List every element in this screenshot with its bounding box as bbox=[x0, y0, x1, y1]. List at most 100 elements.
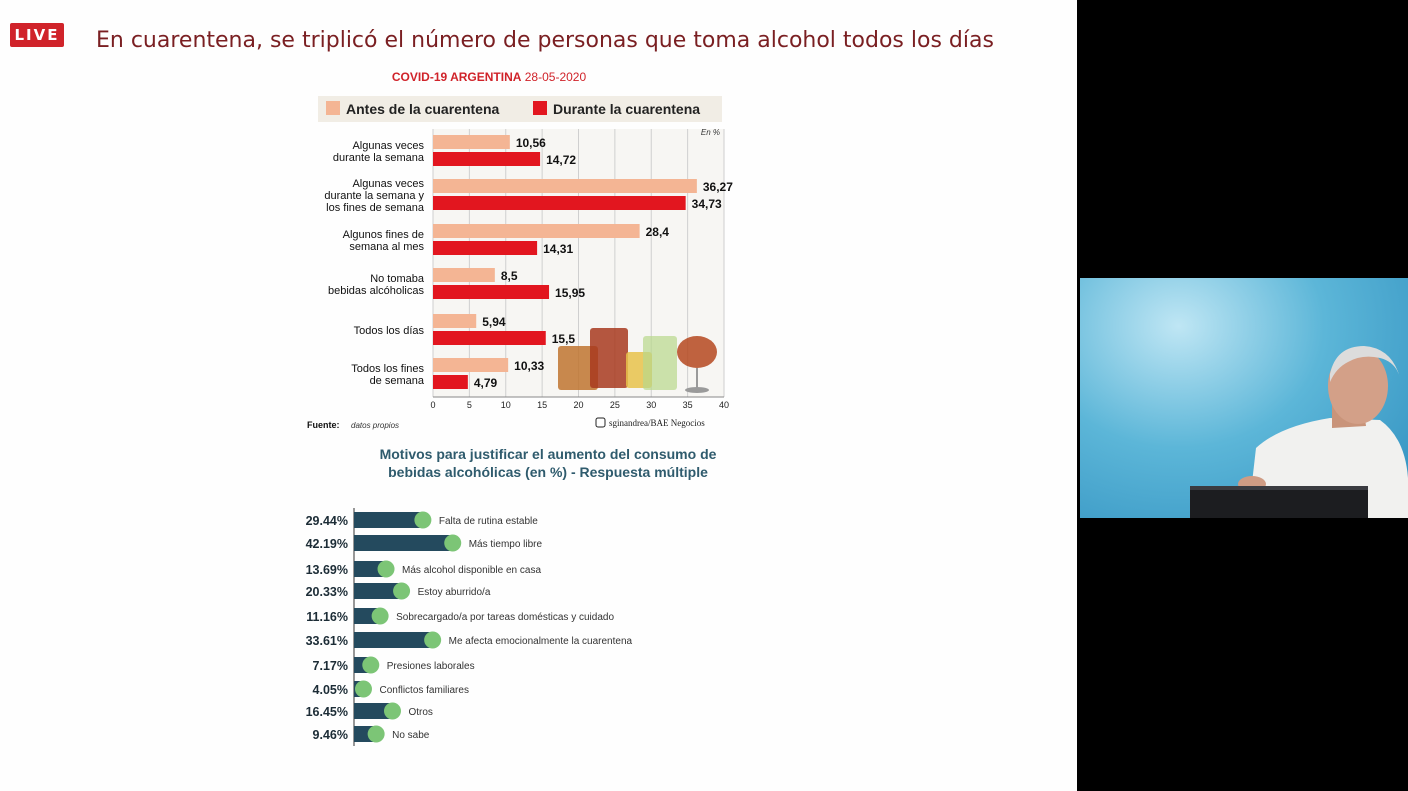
bar-end-marker bbox=[383, 702, 401, 720]
bar bbox=[433, 241, 538, 255]
glass-whisky bbox=[558, 346, 598, 390]
category-label: durante la semana y bbox=[324, 190, 424, 202]
bar bbox=[433, 375, 468, 389]
bar-end-marker bbox=[393, 582, 411, 600]
reasons-title: Motivos para justificar el aumento del c… bbox=[380, 446, 717, 462]
data-label: 28,4 bbox=[646, 225, 670, 239]
bar-end-marker bbox=[367, 725, 385, 743]
source-label: Fuente: bbox=[307, 420, 340, 430]
legend-label: Antes de la cuarentena bbox=[346, 101, 499, 117]
data-label: 14,31 bbox=[543, 242, 573, 256]
bar bbox=[433, 268, 495, 282]
value-label: 9.46% bbox=[313, 728, 348, 742]
x-tick-label: 30 bbox=[646, 400, 656, 410]
category-label: semana al mes bbox=[349, 241, 424, 253]
reason-label: Estoy aburrido/a bbox=[418, 587, 491, 598]
reason-label: Me afecta emocionalmente la cuarentena bbox=[449, 636, 633, 647]
glass-cola bbox=[590, 328, 628, 388]
x-tick-label: 20 bbox=[573, 400, 583, 410]
bar bbox=[433, 135, 510, 149]
data-label: 15,5 bbox=[552, 332, 576, 346]
glasses-illustration bbox=[558, 328, 717, 393]
category-label: Algunas veces bbox=[352, 178, 424, 190]
category-label: No tomaba bbox=[370, 273, 425, 285]
presentation-slide: En cuarentena, se triplicó el número de … bbox=[0, 0, 1077, 791]
legend-swatch bbox=[533, 101, 547, 115]
glass-brandy-base bbox=[685, 387, 709, 393]
bar-end-marker bbox=[354, 680, 372, 698]
reason-label: Más tiempo libre bbox=[469, 539, 543, 550]
glass-brandy bbox=[677, 336, 717, 368]
presenter-figure bbox=[1190, 346, 1408, 518]
legend-background bbox=[318, 96, 722, 122]
chart-header: COVID-19 ARGENTINA 28-05-2020 bbox=[392, 70, 587, 84]
reasons-title: bebidas alcohólicas (en %) - Respuesta m… bbox=[388, 464, 708, 480]
bar bbox=[354, 535, 453, 551]
value-label: 13.69% bbox=[306, 563, 348, 577]
category-label: Todos los fines bbox=[351, 363, 424, 375]
data-label: 36,27 bbox=[703, 180, 733, 194]
x-tick-label: 40 bbox=[719, 400, 729, 410]
chart-header-date: 28-05-2020 bbox=[521, 70, 586, 84]
category-label: de semana bbox=[370, 375, 425, 387]
reason-label: No sabe bbox=[392, 730, 430, 741]
bar bbox=[433, 196, 686, 210]
data-label: 34,73 bbox=[692, 197, 722, 211]
data-label: 5,94 bbox=[482, 315, 506, 329]
bar bbox=[354, 561, 387, 577]
source-text: datos propios bbox=[351, 421, 399, 430]
legend-label: Durante la cuarentena bbox=[553, 101, 700, 117]
bar bbox=[433, 179, 697, 193]
reason-label: Sobrecargado/a por tareas domésticas y c… bbox=[396, 612, 614, 623]
category-label: los fines de semana bbox=[326, 202, 425, 214]
x-tick-label: 5 bbox=[467, 400, 472, 410]
bar bbox=[433, 285, 550, 299]
presenter-webcam bbox=[1080, 278, 1408, 518]
x-tick-label: 10 bbox=[501, 400, 511, 410]
bar bbox=[433, 224, 640, 238]
x-tick-label: 15 bbox=[537, 400, 547, 410]
bar-end-marker bbox=[424, 631, 442, 649]
reason-label: Presiones laborales bbox=[387, 661, 475, 672]
bar-end-marker bbox=[444, 534, 462, 552]
category-label: bebidas alcóholicas bbox=[328, 285, 425, 297]
x-tick-label: 0 bbox=[430, 400, 435, 410]
alcohol-frequency-chart: COVID-19 ARGENTINA 28-05-2020 Antes de la… bbox=[307, 70, 733, 430]
slide-title: En cuarentena, se triplicó el número de … bbox=[96, 28, 994, 53]
data-label: 10,56 bbox=[516, 136, 546, 150]
glass-mojito bbox=[643, 336, 677, 390]
bar bbox=[433, 358, 509, 372]
unit-note: En % bbox=[701, 128, 720, 137]
credit-text: sginandrea/BAE Negocios bbox=[609, 418, 705, 428]
reason-label: Otros bbox=[408, 707, 432, 718]
legend-swatch bbox=[326, 101, 340, 115]
x-tick-label: 35 bbox=[683, 400, 693, 410]
data-label: 4,79 bbox=[474, 376, 498, 390]
data-label: 15,95 bbox=[555, 286, 585, 300]
bar bbox=[354, 703, 393, 719]
value-label: 16.45% bbox=[306, 705, 348, 719]
bar-end-marker bbox=[362, 656, 380, 674]
data-label: 8,5 bbox=[501, 269, 518, 283]
data-label: 14,72 bbox=[546, 153, 576, 167]
value-label: 11.16% bbox=[306, 610, 348, 624]
value-label: 4.05% bbox=[313, 683, 348, 697]
category-label: durante la semana bbox=[333, 152, 425, 164]
value-label: 7.17% bbox=[313, 659, 348, 673]
bar bbox=[354, 583, 402, 599]
bar bbox=[433, 314, 477, 328]
reasons-chart: Motivos para justificar el aumento del c… bbox=[306, 446, 717, 746]
category-label: Todos los días bbox=[354, 325, 425, 337]
instagram-icon bbox=[595, 417, 606, 428]
reason-label: Falta de rutina estable bbox=[439, 516, 538, 527]
bar-end-marker bbox=[377, 560, 395, 578]
data-label: 10,33 bbox=[514, 359, 544, 373]
value-label: 33.61% bbox=[306, 634, 348, 648]
chart-header-label: COVID-19 ARGENTINA bbox=[392, 70, 522, 84]
bar bbox=[433, 331, 546, 345]
reason-label: Más alcohol disponible en casa bbox=[402, 565, 541, 576]
bar bbox=[354, 512, 423, 528]
category-label: Algunos fines de bbox=[343, 229, 424, 241]
value-label: 29.44% bbox=[306, 514, 348, 528]
bar bbox=[433, 152, 541, 166]
